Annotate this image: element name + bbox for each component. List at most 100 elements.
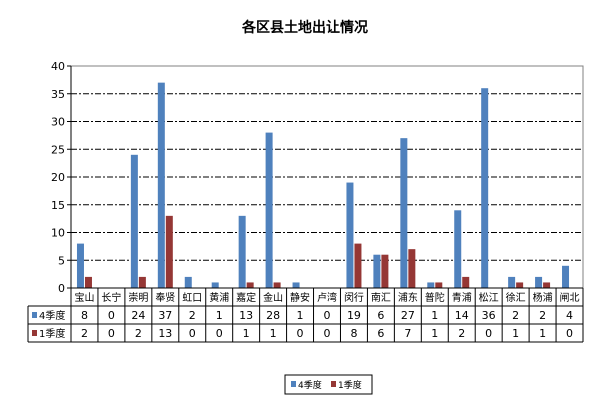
y-tick-label: 10 bbox=[51, 227, 65, 240]
x-tick-label: 奉贤 bbox=[155, 291, 175, 304]
x-tick-label: 南汇 bbox=[371, 291, 391, 304]
data-label: 28 bbox=[266, 309, 280, 322]
legend-marker bbox=[291, 381, 296, 387]
data-label: 1 bbox=[216, 309, 223, 322]
data-label: 24 bbox=[131, 309, 145, 322]
data-table: 宝山 长宁 崇明 奉贤 虹口 黄浦 嘉定 金山 静安 卢湾 闵行 南汇 浦东 普陀 青浦 松江 徐汇 杨浦 闸北 4季… bbox=[27, 287, 584, 343]
grid-lines bbox=[70, 65, 584, 289]
bar-q1 bbox=[516, 282, 524, 288]
data-label: 19 bbox=[347, 309, 361, 322]
data-label: 4 bbox=[566, 309, 573, 322]
data-label: 1 bbox=[539, 327, 546, 340]
data-label: 0 bbox=[108, 309, 115, 322]
legend-label: 4季度 bbox=[298, 379, 322, 391]
data-label: 1 bbox=[297, 309, 304, 322]
x-tick-label: 青浦 bbox=[452, 291, 472, 304]
bar-q4 bbox=[373, 254, 381, 288]
bars bbox=[76, 82, 570, 289]
data-label: 7 bbox=[404, 327, 411, 340]
data-label: 2 bbox=[512, 309, 519, 322]
data-label: 27 bbox=[401, 309, 415, 322]
data-label: 14 bbox=[455, 309, 469, 322]
bar-q1 bbox=[246, 282, 254, 288]
data-label: 2 bbox=[81, 327, 88, 340]
bar-q4 bbox=[454, 210, 462, 288]
x-tick-label: 普陀 bbox=[425, 291, 445, 304]
data-label: 1 bbox=[431, 309, 438, 322]
bar-q4 bbox=[211, 282, 219, 288]
x-tick-label: 长宁 bbox=[101, 291, 121, 304]
table-row-marker bbox=[32, 312, 37, 318]
y-tick-label: 20 bbox=[51, 171, 65, 184]
bar-q4 bbox=[562, 265, 570, 288]
y-tick-label: 35 bbox=[51, 88, 65, 101]
data-label: 6 bbox=[377, 309, 384, 322]
bar-q1 bbox=[408, 249, 416, 288]
x-tick-label: 虹口 bbox=[182, 292, 202, 304]
data-label: 8 bbox=[350, 327, 357, 340]
data-label: 8 bbox=[81, 309, 88, 322]
bar-q4 bbox=[427, 282, 435, 288]
x-tick-label: 宝山 bbox=[74, 291, 94, 304]
data-label: 0 bbox=[216, 327, 223, 340]
bar-q4 bbox=[292, 282, 300, 288]
bar-q4 bbox=[157, 82, 165, 289]
bar-q1 bbox=[354, 243, 362, 288]
bar-q4 bbox=[184, 276, 192, 288]
data-label: 36 bbox=[482, 309, 496, 322]
x-tick-label: 徐汇 bbox=[506, 291, 526, 304]
table-row-label: 1季度 bbox=[39, 327, 65, 340]
x-tick-label: 闸北 bbox=[560, 291, 580, 304]
data-label: 2 bbox=[135, 327, 142, 340]
data-label: 1 bbox=[512, 327, 519, 340]
data-label: 1 bbox=[431, 327, 438, 340]
y-tick-label: 5 bbox=[58, 254, 65, 267]
bar-q4 bbox=[400, 138, 408, 288]
table-row-marker bbox=[32, 330, 37, 336]
bar-q1 bbox=[435, 282, 443, 288]
x-tick-label: 杨浦 bbox=[533, 291, 553, 304]
data-label: 13 bbox=[239, 309, 253, 322]
y-tick-label: 30 bbox=[51, 116, 65, 129]
x-tick-label: 嘉定 bbox=[236, 291, 256, 304]
x-tick-label: 闵行 bbox=[344, 291, 364, 304]
data-label: 2 bbox=[539, 309, 546, 322]
bar-q4 bbox=[481, 88, 489, 288]
bar-q4 bbox=[508, 276, 516, 288]
bar-q4 bbox=[535, 276, 543, 288]
data-label: 0 bbox=[297, 327, 304, 340]
y-tick-label: 15 bbox=[51, 199, 65, 212]
x-tick-label: 黄浦 bbox=[209, 291, 229, 304]
data-label: 0 bbox=[566, 327, 573, 340]
y-tick-label: 40 bbox=[51, 60, 65, 73]
legend-label: 1季度 bbox=[338, 379, 362, 391]
data-label: 2 bbox=[458, 327, 465, 340]
data-label: 0 bbox=[324, 327, 331, 340]
bar-q4 bbox=[76, 243, 84, 288]
bar-q1 bbox=[543, 282, 551, 288]
chart-title: 各区县土地出让情况 bbox=[241, 19, 368, 36]
data-label: 37 bbox=[158, 309, 172, 322]
data-label: 1 bbox=[270, 327, 277, 340]
x-tick-label: 浦东 bbox=[398, 291, 418, 304]
bar-q4 bbox=[130, 154, 138, 288]
data-label: 0 bbox=[324, 309, 331, 322]
x-tick-label: 静安 bbox=[290, 291, 310, 304]
data-label: 0 bbox=[189, 327, 196, 340]
y-tick-label: 0 bbox=[58, 282, 65, 295]
legend-box bbox=[284, 374, 373, 395]
bar-q1 bbox=[165, 215, 173, 288]
x-tick-label: 卢湾 bbox=[317, 291, 337, 304]
data-label: 13 bbox=[158, 327, 172, 340]
table-row-label: 4季度 bbox=[39, 309, 65, 322]
data-label: 2 bbox=[189, 309, 196, 322]
bar-q4 bbox=[346, 182, 354, 288]
bar-q1 bbox=[462, 276, 470, 288]
data-label: 0 bbox=[485, 327, 492, 340]
bar-q1 bbox=[84, 276, 92, 288]
legend: 4季度 1季度 bbox=[284, 374, 373, 395]
bar-q1 bbox=[138, 276, 146, 288]
data-label: 1 bbox=[243, 327, 250, 340]
y-tick-label: 25 bbox=[51, 143, 65, 156]
x-tick-label: 松江 bbox=[479, 291, 499, 304]
